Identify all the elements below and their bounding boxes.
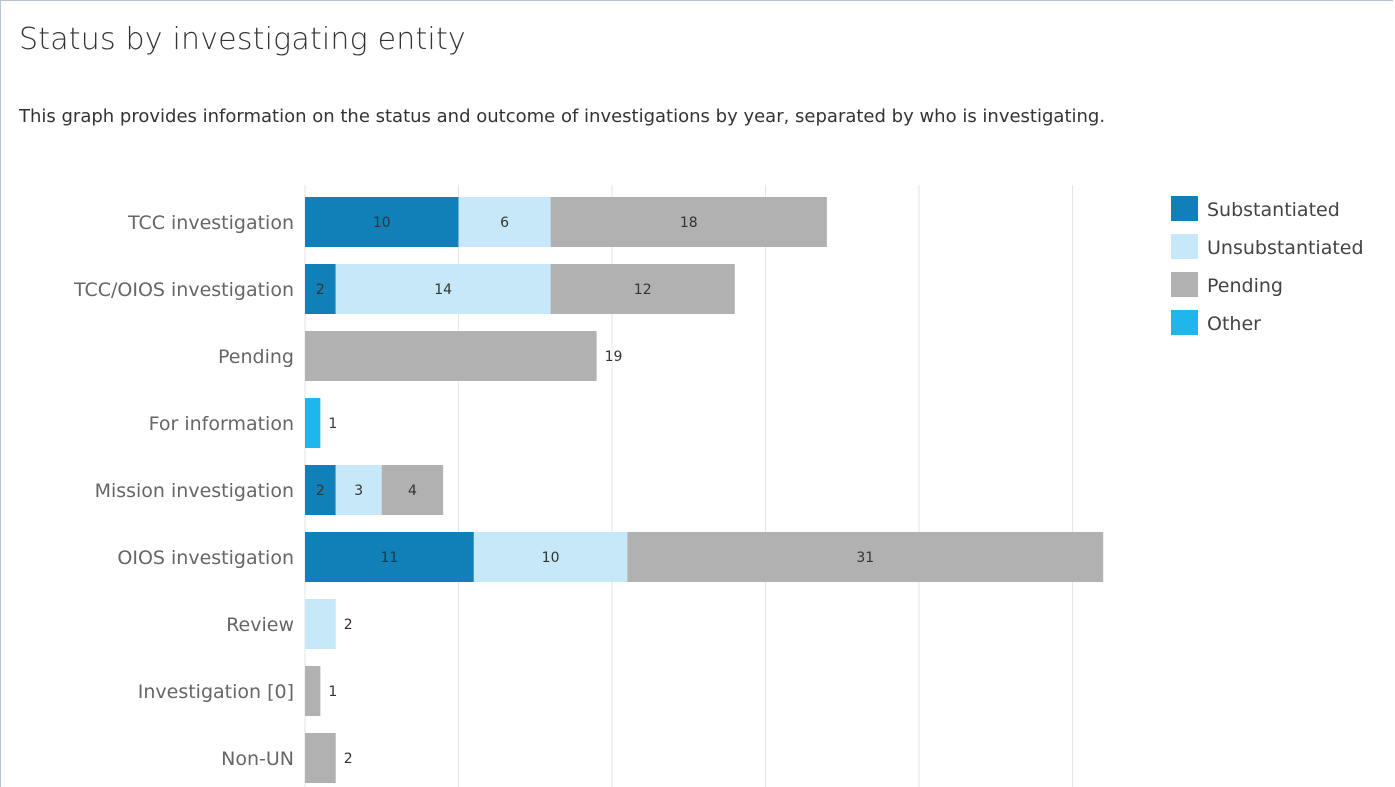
data-label: 1 bbox=[328, 416, 337, 432]
data-label: 3 bbox=[354, 483, 363, 499]
bar-review-unsubstantiated[interactable] bbox=[305, 599, 336, 649]
category-label-investigation-0: Investigation [0] bbox=[138, 681, 294, 703]
data-label: 1 bbox=[328, 684, 337, 700]
category-label-oios-investigation: OIOS investigation bbox=[117, 547, 294, 569]
category-label-tcc-oios-investigation: TCC/OIOS investigation bbox=[73, 279, 294, 301]
bar-pending-pending[interactable] bbox=[305, 331, 597, 381]
legend-swatch-unsubstantiated[interactable] bbox=[1171, 234, 1198, 259]
category-label-non-un: Non-UN bbox=[221, 748, 294, 770]
legend: Substantiated Unsubstantiated Pending Other bbox=[1171, 196, 1364, 335]
data-label: 19 bbox=[605, 349, 623, 365]
bar-for-information-other[interactable] bbox=[305, 398, 320, 448]
legend-label-pending[interactable]: Pending bbox=[1207, 275, 1283, 297]
data-label: 18 bbox=[680, 215, 698, 231]
category-label-mission-investigation: Mission investigation bbox=[95, 480, 294, 502]
legend-label-unsubstantiated[interactable]: Unsubstantiated bbox=[1207, 237, 1364, 259]
data-label: 14 bbox=[434, 282, 452, 298]
legend-swatch-pending[interactable] bbox=[1171, 272, 1198, 297]
category-label-tcc-investigation: TCC investigation bbox=[127, 212, 294, 234]
data-label: 10 bbox=[542, 550, 560, 566]
data-label: 2 bbox=[344, 751, 353, 767]
legend-label-other[interactable]: Other bbox=[1207, 313, 1261, 335]
bar-investigation-0-pending[interactable] bbox=[305, 666, 320, 716]
category-label-for-information: For information bbox=[149, 413, 294, 435]
data-label: 12 bbox=[634, 282, 652, 298]
data-label: 4 bbox=[408, 483, 417, 499]
data-label: 2 bbox=[316, 483, 325, 499]
legend-label-substantiated[interactable]: Substantiated bbox=[1207, 199, 1340, 221]
data-label: 2 bbox=[344, 617, 353, 633]
category-label-review: Review bbox=[226, 614, 294, 636]
category-label-pending: Pending bbox=[218, 346, 294, 368]
data-label: 11 bbox=[381, 550, 399, 566]
legend-swatch-other[interactable] bbox=[1171, 310, 1198, 335]
data-label: 6 bbox=[500, 215, 509, 231]
data-label: 2 bbox=[316, 282, 325, 298]
data-label: 10 bbox=[373, 215, 391, 231]
legend-swatch-substantiated[interactable] bbox=[1171, 196, 1198, 221]
data-label: 31 bbox=[856, 550, 874, 566]
bar-non-un-pending[interactable] bbox=[305, 733, 336, 783]
category-axis: TCC investigation TCC/OIOS investigation P… bbox=[73, 212, 294, 770]
